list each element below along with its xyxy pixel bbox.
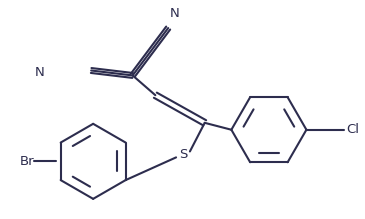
Text: Br: Br <box>20 155 35 168</box>
Text: S: S <box>179 148 187 161</box>
Text: N: N <box>35 66 45 79</box>
Text: N: N <box>170 7 180 20</box>
Text: Cl: Cl <box>346 123 359 136</box>
